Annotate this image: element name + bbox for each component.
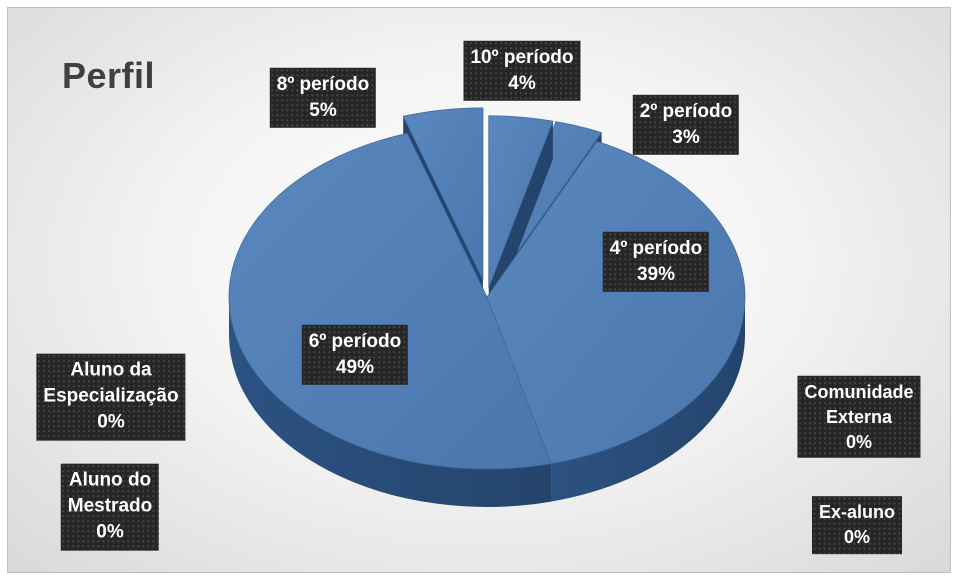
slice-data-label: 6º período 49% xyxy=(301,324,409,386)
slice-data-label: Ex-aluno 0% xyxy=(811,496,903,554)
slice-category-label: Aluno do xyxy=(68,469,152,491)
pie-slice-top xyxy=(402,107,484,281)
slice-category-label: Comunidade xyxy=(804,381,914,402)
slice-data-label: 2º período 3% xyxy=(632,94,740,156)
slice-category-label: Especialização xyxy=(43,385,179,407)
pie-slice-side xyxy=(229,297,552,507)
slice-data-label: Comunidade Externa 0% xyxy=(797,375,921,459)
slice-data-label: Aluno do Mestrado 0% xyxy=(60,463,160,551)
chart-title: Perfil xyxy=(62,55,156,96)
slice-category-label: 6º período xyxy=(308,330,402,352)
slice-value-label: 0% xyxy=(96,522,124,544)
pie-slice-top xyxy=(486,140,746,465)
slice-data-label: 10º período 4% xyxy=(463,40,581,102)
slice-category-label: Ex-aluno xyxy=(818,502,896,523)
pie-slice-top xyxy=(488,115,554,288)
slice-data-label: 8º período 5% xyxy=(269,67,377,129)
slice-value-label: 4% xyxy=(508,73,536,94)
slice-category-label: 4º período xyxy=(609,237,703,259)
slice-value-label: 0% xyxy=(843,527,871,547)
slice-category-label: 10º período xyxy=(470,46,574,68)
slice-data-label: 4º período 39% xyxy=(602,231,710,293)
slice-value-label: 3% xyxy=(672,127,700,148)
slice-data-label: Aluno da Especialização 0% xyxy=(36,353,186,441)
slice-category-label: Aluno da xyxy=(70,359,152,381)
pie-slice-side xyxy=(551,297,745,502)
slice-category-label: 2º período xyxy=(639,100,733,122)
slice-value-label: 5% xyxy=(309,100,337,121)
slice-value-label: 0% xyxy=(97,412,125,434)
slice-value-label: 39% xyxy=(636,264,676,285)
slice-value-label: 49% xyxy=(335,357,375,378)
slice-category-label: Mestrado xyxy=(67,495,153,517)
slice-category-label: 8º período xyxy=(276,73,370,95)
slice-value-label: 0% xyxy=(845,431,873,452)
slice-category-label: Externa xyxy=(825,406,893,427)
